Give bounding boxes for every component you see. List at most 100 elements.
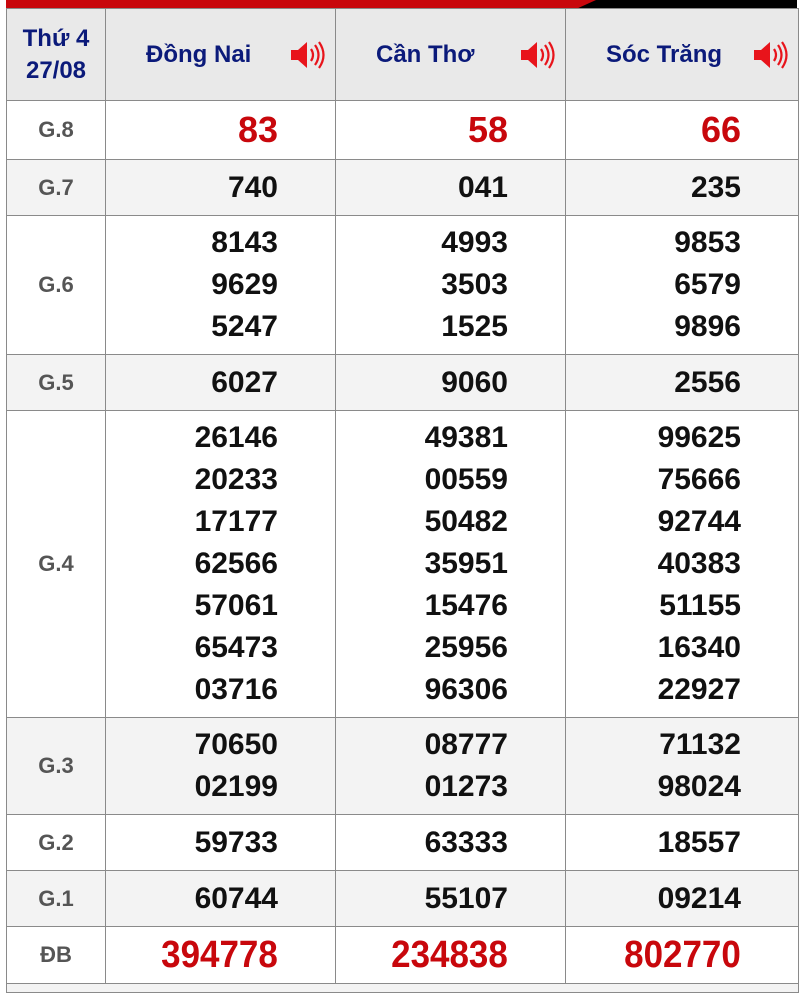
prize-numbers-cell: 6027 — [105, 354, 336, 411]
special-prize-number: 802770 — [624, 934, 741, 976]
prize-number: 234838 — [336, 934, 508, 976]
prize-numbers-cell: 70650 02199 — [105, 717, 336, 815]
prize-number: 9629 — [211, 268, 278, 301]
province-name: Đồng Nai — [146, 40, 252, 68]
prize-number: 63333 — [424, 825, 508, 859]
day-label: Thứ 4 — [22, 24, 90, 52]
prize-row: G.1 60744 55107 09214 — [6, 870, 799, 927]
prize-row: G.8 83 58 66 — [6, 100, 799, 160]
prize-numbers-cell: 802770 — [565, 926, 799, 984]
speaker-volume-icon[interactable] — [519, 39, 555, 71]
special-prize-number: 234838 — [391, 934, 508, 976]
prize-label: G.6 — [6, 215, 106, 355]
special-prize-number: 394778 — [161, 934, 278, 976]
prize-number: 00559 — [424, 463, 508, 496]
prize-number: 99625 — [657, 421, 741, 454]
prize-number: 09214 — [657, 881, 741, 915]
prize-number: 08777 — [424, 728, 508, 761]
prize-numbers-cell: 9060 — [335, 354, 566, 411]
prize-label: G.8 — [6, 100, 106, 160]
prize-number: 17177 — [194, 505, 278, 538]
prize-numbers-cell: 18557 — [565, 814, 799, 871]
prize-number: 394778 — [106, 934, 278, 976]
prize-number: 3503 — [441, 268, 508, 301]
prize-number: 65473 — [194, 631, 278, 664]
prize-numbers-cell: 8143 9629 5247 — [105, 215, 336, 355]
prize-number: 18557 — [657, 825, 741, 859]
province-name: Sóc Trăng — [606, 40, 723, 68]
prize-number: 16340 — [657, 631, 741, 664]
prize-number: 40383 — [657, 547, 741, 580]
prize-number: 802770 — [566, 934, 741, 976]
prize-number: 92744 — [657, 505, 741, 538]
province-header: Cần Thơ — [335, 8, 566, 101]
prize-number: 83 — [237, 109, 278, 150]
prize-number: 15476 — [424, 589, 508, 622]
prize-numbers-cell: 26146 20233 17177 62566 57061 65473 03716 — [105, 410, 336, 718]
prize-numbers-cell: 2556 — [565, 354, 799, 411]
prize-numbers-cell: 55107 — [335, 870, 566, 927]
prize-number: 50482 — [424, 505, 508, 538]
prize-numbers-cell: 394778 — [105, 926, 336, 984]
prize-numbers-cell: 235 — [565, 159, 799, 216]
prize-number: 35951 — [424, 547, 508, 580]
prize-numbers-cell: 83 — [105, 100, 336, 160]
prize-number: 4993 — [441, 226, 508, 259]
prize-row: ĐB 394778 234838 802770 — [6, 926, 799, 984]
province-header: Đồng Nai — [105, 8, 336, 101]
prize-row: G.6 8143 9629 5247 4993 3503 1525 9853 6579 9896 — [6, 215, 799, 355]
prize-numbers-cell: 234838 — [335, 926, 566, 984]
prize-label: G.5 — [6, 354, 106, 411]
speaker-volume-icon[interactable] — [289, 39, 325, 71]
prize-number: 59733 — [194, 825, 278, 859]
prize-numbers-cell: 63333 — [335, 814, 566, 871]
date-label: 27/08 — [25, 56, 87, 84]
prize-number: 9853 — [674, 226, 741, 259]
prize-numbers-cell: 041 — [335, 159, 566, 216]
prize-number: 6027 — [211, 365, 278, 399]
footer-cell — [6, 983, 799, 993]
prize-row: G.2 59733 63333 18557 — [6, 814, 799, 871]
prize-numbers-cell: 71132 98024 — [565, 717, 799, 815]
prize-label: G.2 — [6, 814, 106, 871]
prize-number: 58 — [467, 109, 508, 150]
prize-number: 49381 — [424, 421, 508, 454]
prize-number: 6579 — [674, 268, 741, 301]
prize-numbers-cell: 09214 — [565, 870, 799, 927]
prize-number: 98024 — [657, 770, 741, 803]
prize-number: 60744 — [194, 881, 278, 915]
prize-numbers-cell: 66 — [565, 100, 799, 160]
prize-number: 70650 — [194, 728, 278, 761]
prize-number: 01273 — [424, 770, 508, 803]
prize-numbers-cell: 59733 — [105, 814, 336, 871]
top-bar-red — [6, 0, 596, 8]
prize-number: 20233 — [194, 463, 278, 496]
prize-number: 22927 — [657, 673, 741, 706]
prize-numbers-cell: 58 — [335, 100, 566, 160]
prize-label: G.7 — [6, 159, 106, 216]
prize-label: G.3 — [6, 717, 106, 815]
speaker-volume-icon[interactable] — [752, 39, 788, 71]
prize-number: 8143 — [211, 226, 278, 259]
prize-number: 1525 — [441, 310, 508, 343]
prize-number: 51155 — [659, 589, 741, 622]
prize-number: 75666 — [657, 463, 741, 496]
prize-row: G.7 740 041 235 — [6, 159, 799, 216]
prize-number: 235 — [690, 170, 741, 204]
prize-number: 041 — [457, 170, 508, 204]
prize-number: 740 — [227, 170, 278, 204]
prize-row: G.5 6027 9060 2556 — [6, 354, 799, 411]
top-bar — [6, 0, 797, 8]
prize-label: G.4 — [6, 410, 106, 718]
prize-numbers-cell: 60744 — [105, 870, 336, 927]
prize-number: 9060 — [441, 365, 508, 399]
prize-numbers-cell: 49381 00559 50482 35951 15476 25956 96306 — [335, 410, 566, 718]
header-row: Thứ 4 27/08 Đồng Nai Cần Thơ Sóc Trăng — [6, 8, 799, 101]
prize-numbers-cell: 9853 6579 9896 — [565, 215, 799, 355]
prize-row: G.3 70650 02199 08777 01273 71132 98024 — [6, 717, 799, 815]
prize-row: G.4 26146 20233 17177 62566 57061 65473 03716 49… — [6, 410, 799, 718]
prize-number: 71132 — [659, 728, 741, 761]
prize-number: 55107 — [424, 881, 508, 915]
footer-row — [6, 983, 799, 993]
prize-numbers-cell: 99625 75666 92744 40383 51155 16340 22927 — [565, 410, 799, 718]
